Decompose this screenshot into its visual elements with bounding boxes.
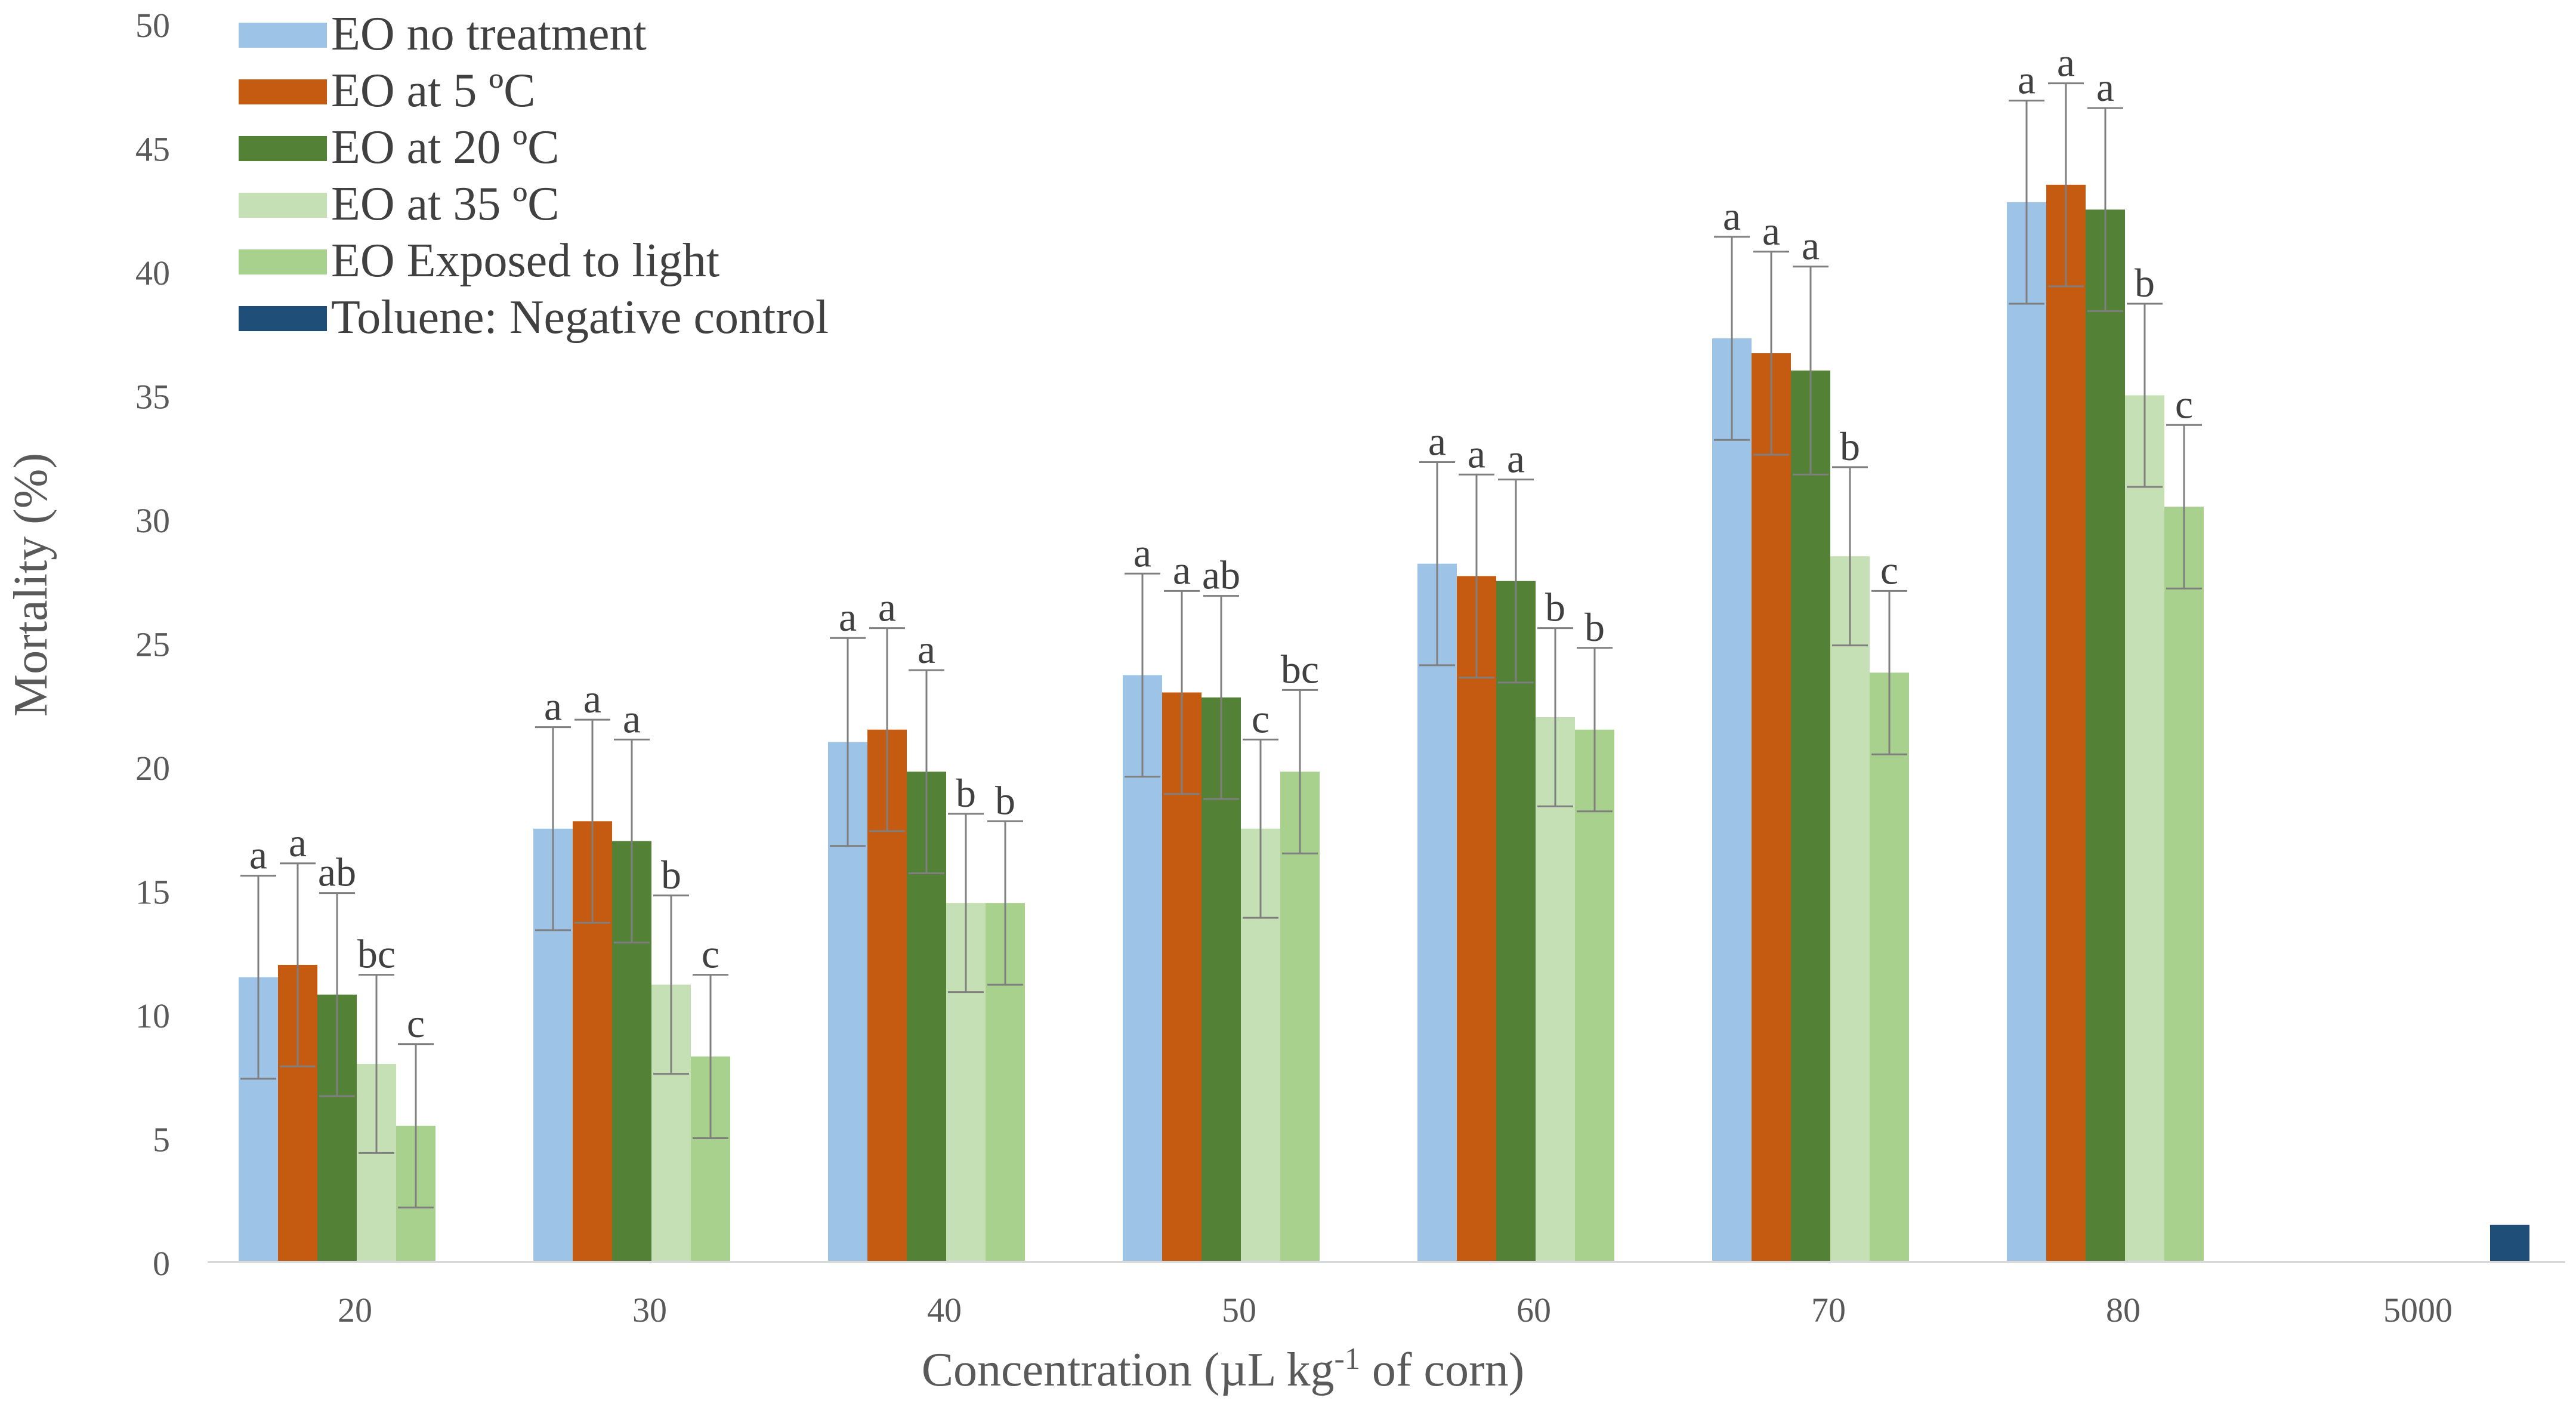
- significance-letter: a: [544, 684, 562, 729]
- significance-letter: c: [407, 1001, 425, 1046]
- significance-letter: ab: [318, 850, 356, 895]
- x-tick-label: 5000: [2383, 1291, 2453, 1329]
- significance-letter: a: [289, 820, 307, 865]
- significance-letter: a: [1173, 547, 1191, 593]
- legend-swatch: [239, 193, 327, 218]
- y-tick-label: 20: [135, 749, 170, 788]
- y-tick-label: 30: [135, 501, 170, 540]
- legend-label: EO Exposed to light: [331, 234, 719, 287]
- legend-swatch: [239, 249, 327, 274]
- significance-letter: b: [1584, 604, 1605, 650]
- significance-letter: a: [583, 676, 601, 721]
- x-tick-label: 40: [927, 1291, 962, 1329]
- x-tick-label: 50: [1222, 1291, 1256, 1329]
- y-tick-label: 5: [153, 1121, 170, 1159]
- x-tick-label: 70: [1811, 1291, 1846, 1329]
- legend-swatch: [239, 306, 327, 331]
- bar: [1575, 729, 1614, 1262]
- significance-letter: a: [1428, 419, 1446, 464]
- x-tick-label: 20: [338, 1291, 372, 1329]
- x-tick-label: 60: [1516, 1291, 1551, 1329]
- error-bars-layer: [240, 82, 2202, 1209]
- significance-letter: b: [995, 777, 1015, 823]
- bar: [1417, 563, 1457, 1263]
- bar: [1496, 581, 1536, 1262]
- significance-letter: a: [1723, 193, 1741, 239]
- significance-letter: a: [839, 594, 857, 640]
- bar: [1712, 338, 1752, 1262]
- significance-letter: a: [1762, 208, 1780, 254]
- bar: [2490, 1224, 2529, 1262]
- significance-letter: b: [1545, 585, 1565, 630]
- bar: [2007, 202, 2046, 1262]
- significance-letter: c: [1252, 696, 1270, 741]
- significance-letter: a: [249, 832, 267, 878]
- y-tick-label: 45: [135, 130, 170, 169]
- y-axis-label: Mortality (%): [5, 453, 57, 717]
- significance-letter: c: [1880, 547, 1898, 593]
- x-axis-label-tail: of corn): [1360, 1344, 1524, 1396]
- significance-letter: c: [2175, 381, 2193, 427]
- bar: [1830, 556, 1870, 1262]
- bar: [1536, 717, 1575, 1262]
- bar: [2046, 184, 2086, 1262]
- significance-letter: c: [702, 931, 719, 977]
- y-tick-label: 15: [135, 873, 170, 912]
- bar: [1752, 353, 1791, 1263]
- y-tick-label: 10: [135, 996, 170, 1035]
- y-tick-label: 50: [135, 6, 170, 45]
- y-tick-label: 40: [135, 254, 170, 292]
- bar: [1791, 371, 1830, 1262]
- legend-swatch: [239, 136, 327, 161]
- significance-letter: a: [1507, 436, 1525, 482]
- significance-letter: a: [2018, 57, 2036, 103]
- significance-letter: a: [623, 696, 641, 741]
- legend-label: Toluene: Negative control: [331, 291, 829, 344]
- significance-letter: a: [1133, 530, 1151, 575]
- x-tick-label: 30: [632, 1291, 667, 1329]
- bar: [2164, 507, 2204, 1262]
- bar: [1457, 576, 1496, 1263]
- legend-label: EO at 35 ºC: [331, 178, 560, 230]
- significance-letter: b: [661, 852, 681, 897]
- legend-label: EO at 20 ºC: [331, 121, 560, 174]
- x-axis-label-superscript: -1: [1335, 1342, 1360, 1376]
- y-tick-label: 35: [135, 378, 170, 416]
- legend-label: EO no treatment: [331, 8, 647, 60]
- significance-letter: bc: [357, 931, 396, 977]
- significance-letter: b: [956, 770, 976, 816]
- y-tick-label: 25: [135, 625, 170, 664]
- bar: [1870, 672, 1909, 1262]
- x-axis-label: Concentration (µL kg-1 of corn): [922, 1342, 1525, 1397]
- significance-letter: a: [1802, 223, 1820, 269]
- x-tick-label: 80: [2106, 1291, 2141, 1329]
- x-axis-ticks: 20 30 40 50 60 70 80 5000: [338, 1291, 2453, 1329]
- bars-layer: [239, 184, 2529, 1263]
- significance-letter: a: [878, 585, 896, 630]
- bar: [2125, 395, 2164, 1262]
- y-axis-ticks: 0 5 10 15 20 25 30 35 40 45 50: [135, 6, 170, 1283]
- bar: [2086, 209, 2125, 1262]
- significance-letter: a: [918, 627, 935, 672]
- significance-letter: a: [1468, 431, 1485, 476]
- y-tick-label: 0: [153, 1244, 170, 1283]
- significance-letter: a: [2057, 40, 2075, 85]
- significance-letter: b: [1840, 424, 1860, 469]
- legend-swatch: [239, 79, 327, 104]
- legend-label: EO at 5 ºC: [331, 64, 536, 117]
- significance-letter: b: [2135, 260, 2155, 306]
- significance-letter: bc: [1281, 646, 1319, 692]
- significance-letter: a: [2096, 64, 2114, 110]
- legend-swatch: [239, 23, 327, 48]
- x-axis-label-main: Concentration (µL kg: [922, 1344, 1335, 1396]
- significance-letter: ab: [1202, 553, 1240, 598]
